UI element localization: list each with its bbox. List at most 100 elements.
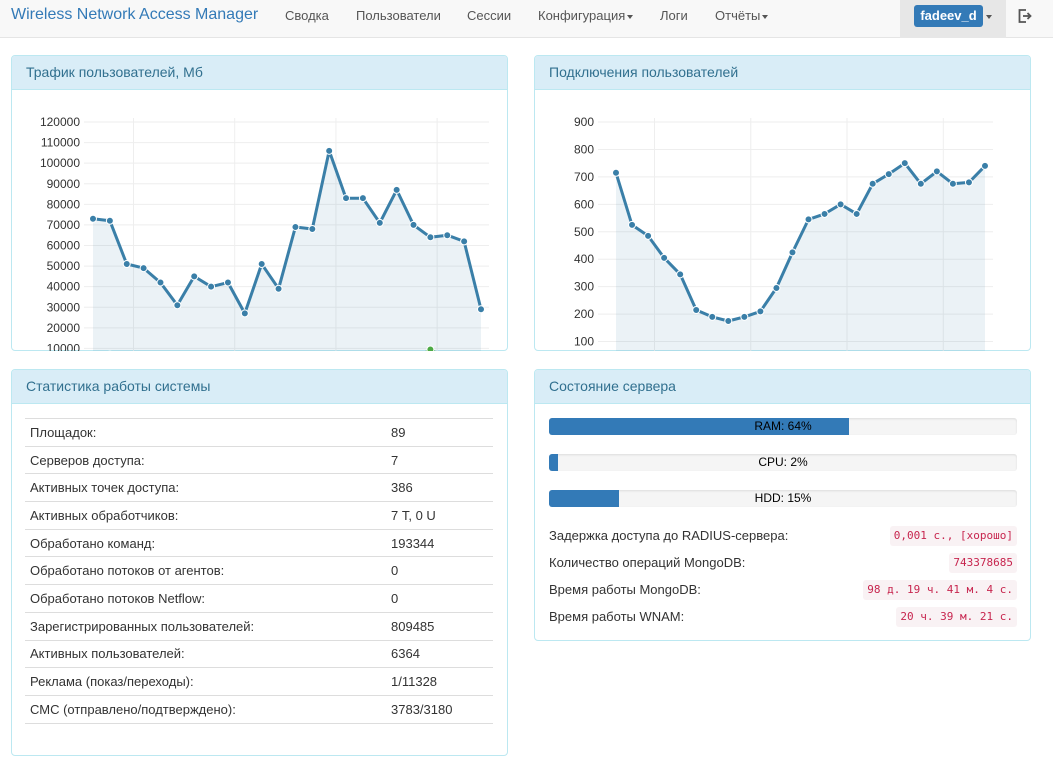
nav-users[interactable]: Пользователи [356,8,441,23]
connections-panel-title: Подключения пользователей [535,56,1030,90]
stats-label: Обработано команд: [25,528,386,557]
stats-row: Площадок: 89 [25,418,493,447]
navbar: Wireless Network Access Manager Сводка П… [0,0,1053,38]
traffic-chart-y-tick: 10000 [47,341,81,351]
traffic-chart-y-tick: 50000 [47,259,81,273]
conn-chart-series-0-point[interactable] [676,270,685,279]
traffic-chart-series-0-point[interactable] [477,305,485,314]
traffic-chart-series-0-point[interactable] [89,214,97,223]
connections-panel: Подключения пользователей 01002003004005… [534,55,1031,351]
conn-chart-series-0-point[interactable] [852,209,861,218]
conn-chart-series-0-point[interactable] [981,161,989,170]
traffic-chart-series-0-point[interactable] [426,233,435,242]
stats-row: Обработано потоков Netflow: 0 [25,584,493,613]
conn-chart-series-0-point[interactable] [660,253,669,262]
logout-icon[interactable] [1017,8,1033,24]
traffic-chart-series-0-point[interactable] [392,185,401,194]
conn-chart-y-tick: 700 [574,170,594,184]
nav-summary[interactable]: Сводка [285,8,329,23]
stats-table: Площадок: 89 Серверов доступа: 7 Активных то… [25,418,493,724]
traffic-chart-series-1-point[interactable] [426,345,435,351]
conn-chart-y-tick: 900 [574,115,594,129]
traffic-chart-series-0-point[interactable] [274,284,283,293]
stats-row: Обработано потоков от агентов: 0 [25,556,493,585]
user-menu[interactable]: fadeev_d [900,0,1006,38]
wnam-uptime-row: Время работы WNAM: 20 ч. 39 м. 21 с. [549,607,1017,627]
nav-configuration[interactable]: Конфигурация [538,8,634,23]
stats-value: 386 [386,473,493,502]
stats-value: 809485 [386,611,493,640]
conn-chart-series-0-point[interactable] [772,284,781,293]
traffic-chart-series-0-point[interactable] [375,218,384,227]
traffic-chart-series-0-point[interactable] [105,216,114,225]
traffic-chart-series-0-point[interactable] [139,264,148,273]
traffic-chart-series-0-point[interactable] [156,278,165,287]
conn-chart-series-0-point[interactable] [612,168,620,177]
traffic-chart-series-0-point[interactable] [173,301,182,310]
conn-chart-series-0-point[interactable] [724,316,733,325]
traffic-chart-series-0-point[interactable] [223,278,232,287]
conn-chart-series-0-point[interactable] [836,200,845,209]
conn-chart-series-0-area [616,163,985,351]
conn-chart-y-tick: 200 [574,307,594,321]
mongodb-uptime-row: Время работы MongoDB: 98 д. 19 ч. 41 м. … [549,580,1017,600]
conn-chart-series-0-point[interactable] [932,167,941,176]
traffic-chart-series-0-point[interactable] [308,225,317,234]
traffic-chart-series-0-point[interactable] [190,272,199,281]
conn-chart-series-0-point[interactable] [868,179,877,188]
cpu-progress-fill [549,454,559,471]
conn-chart-series-0-point[interactable] [948,179,957,188]
mongodb-uptime-value: 98 д. 19 ч. 41 м. 4 с. [863,580,1017,600]
traffic-chart-series-0-point[interactable] [443,231,452,240]
traffic-chart-series-0-point[interactable] [207,282,216,291]
conn-chart-y-tick: 800 [574,142,594,156]
traffic-chart-y-tick: 90000 [47,177,81,191]
nav-sessions[interactable]: Сессии [467,8,511,23]
stats-label: Реклама (показ/переходы): [25,667,386,696]
mongodb-ops-value: 743378685 [949,553,1017,573]
conn-chart-series-0-point[interactable] [820,209,829,218]
user-badge[interactable]: fadeev_d [914,5,983,27]
traffic-chart-series-0-point[interactable] [325,146,334,155]
conn-chart-series-0-point[interactable] [964,178,973,187]
conn-chart-series-0-point[interactable] [708,312,717,321]
stats-row: Зарегистрированных пользователей: 809485 [25,611,493,640]
traffic-chart-series-0-point[interactable] [409,220,418,229]
stats-row: СМС (отправлено/подтверждено): 3783/3180 [25,694,493,724]
stats-value: 3783/3180 [386,694,493,724]
nav-reports[interactable]: Отчёты [715,8,769,23]
conn-chart-series-0-point[interactable] [628,220,637,229]
stats-value: 0 [386,556,493,585]
traffic-chart-series-0-point[interactable] [240,309,249,318]
brand-link[interactable]: Wireless Network Access Manager [11,6,259,23]
conn-chart-y-tick: 100 [574,335,594,349]
traffic-chart-series-0-point[interactable] [291,222,300,231]
conn-chart-series-0-point[interactable] [740,312,749,321]
conn-chart-series-0-point[interactable] [804,215,813,224]
stats-label: Площадок: [25,418,386,447]
traffic-chart-series-0-point[interactable] [358,194,367,203]
conn-chart-series-0-point[interactable] [756,307,765,316]
conn-chart-series-0-point[interactable] [644,231,653,240]
traffic-chart-series-0-point[interactable] [342,194,351,203]
stats-label: Активных пользователей: [25,639,386,668]
traffic-chart-series-0-point[interactable] [460,237,469,246]
stats-row: Серверов доступа: 7 [25,445,493,474]
stats-value: 1/11328 [386,667,493,696]
traffic-chart-series-0-point[interactable] [122,260,131,269]
traffic-chart-series-0-area [93,150,481,351]
stats-value: 0 [386,584,493,613]
conn-chart-series-0-point[interactable] [900,159,909,168]
nav-logs[interactable]: Логи [660,8,688,23]
conn-chart-y-tick: 600 [574,197,594,211]
conn-chart-series-0-point[interactable] [916,179,925,188]
connections-chart: 010020030040050060070080090021030915 [574,115,993,351]
conn-chart-series-0-point[interactable] [788,248,797,257]
traffic-panel-title: Трафик пользователей, Мб [12,56,507,90]
traffic-chart-series-0-point[interactable] [257,260,266,269]
conn-chart-series-0-point[interactable] [884,170,893,179]
traffic-chart-y-tick: 40000 [47,280,81,294]
nav-sessions-label: Сессии [467,8,512,23]
traffic-panel: Трафик пользователей, Мб 010000200003000… [11,55,508,351]
conn-chart-series-0-point[interactable] [692,305,701,314]
